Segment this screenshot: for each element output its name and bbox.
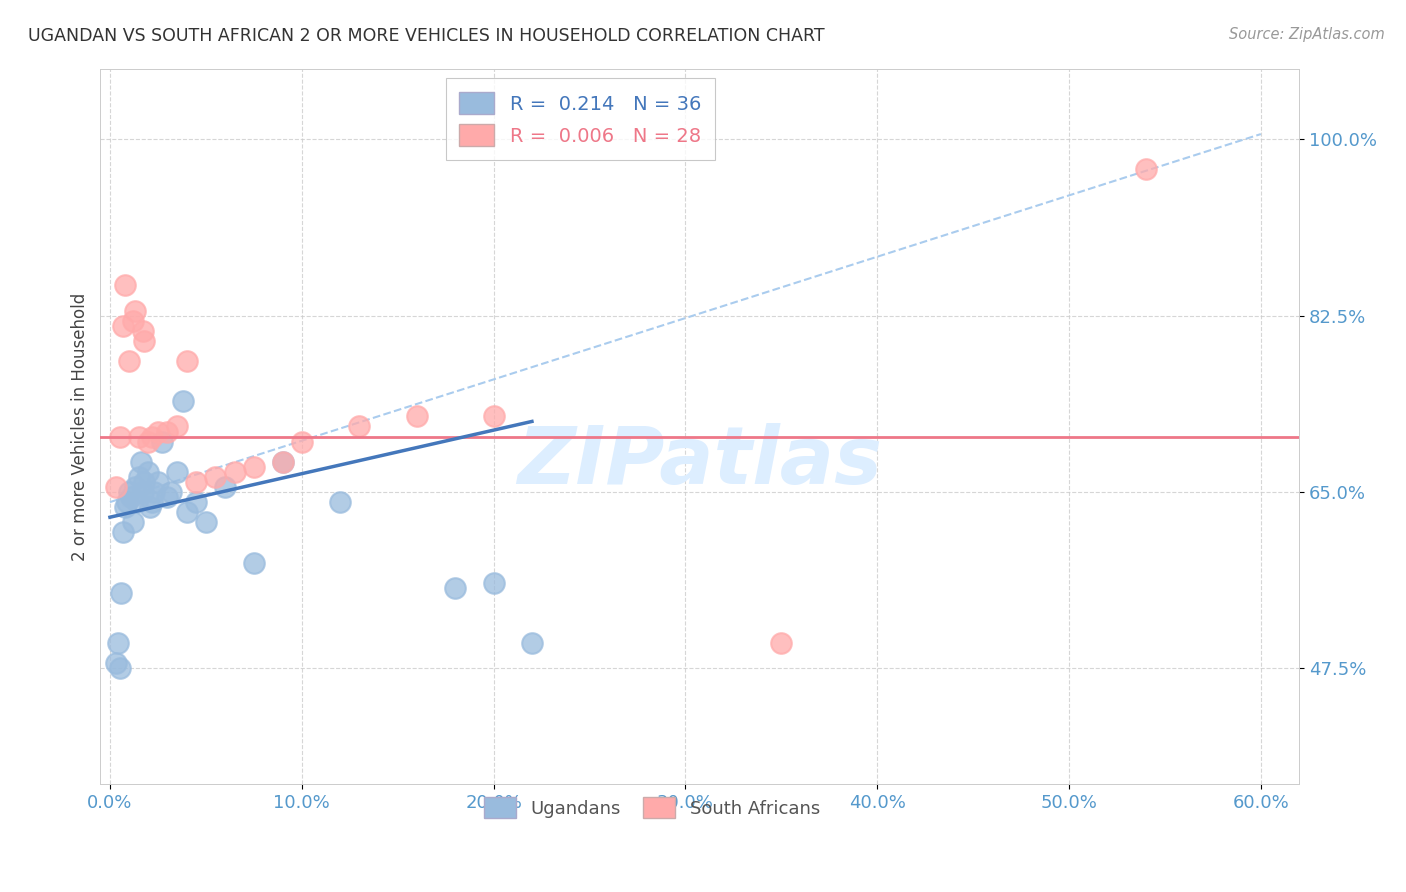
Point: [172, 394, 194, 409]
Point: [186, 495, 208, 509]
Point: [120, 490, 142, 504]
Point: [166, 419, 188, 434]
Point: [243, 556, 266, 570]
Point: [118, 354, 141, 368]
Point: [129, 455, 152, 469]
Point: [114, 500, 136, 515]
Point: [134, 475, 156, 489]
Point: [107, 636, 129, 650]
Point: [139, 500, 162, 515]
Point: [136, 465, 159, 479]
Point: [271, 455, 294, 469]
Point: [770, 636, 793, 650]
Point: [146, 425, 169, 439]
Point: [104, 480, 127, 494]
Point: [186, 475, 208, 489]
Y-axis label: 2 or more Vehicles in Household: 2 or more Vehicles in Household: [72, 293, 89, 560]
Point: [271, 455, 294, 469]
Point: [146, 475, 169, 489]
Point: [124, 480, 146, 494]
Point: [482, 409, 505, 424]
Point: [134, 334, 156, 348]
Point: [114, 278, 136, 293]
Point: [143, 485, 166, 500]
Point: [329, 495, 352, 509]
Text: Source: ZipAtlas.com: Source: ZipAtlas.com: [1229, 27, 1385, 42]
Point: [112, 525, 135, 540]
Point: [141, 495, 163, 509]
Point: [110, 586, 132, 600]
Point: [141, 429, 163, 443]
Point: [125, 495, 148, 509]
Point: [291, 434, 314, 449]
Point: [131, 485, 153, 500]
Point: [112, 318, 135, 333]
Point: [194, 515, 217, 529]
Point: [122, 313, 145, 327]
Point: [166, 465, 188, 479]
Point: [131, 324, 153, 338]
Legend: Ugandans, South Africans: Ugandans, South Africans: [477, 790, 827, 825]
Point: [108, 661, 131, 675]
Point: [124, 303, 146, 318]
Point: [108, 429, 131, 443]
Point: [214, 480, 236, 494]
Point: [156, 425, 179, 439]
Point: [150, 434, 173, 449]
Point: [1135, 162, 1157, 177]
Point: [482, 575, 505, 590]
Point: [243, 459, 266, 474]
Point: [160, 485, 183, 500]
Text: ZIPatlas: ZIPatlas: [517, 424, 883, 501]
Point: [118, 485, 141, 500]
Point: [136, 434, 159, 449]
Point: [104, 657, 127, 671]
Point: [128, 470, 150, 484]
Point: [444, 581, 467, 595]
Text: UGANDAN VS SOUTH AFRICAN 2 OR MORE VEHICLES IN HOUSEHOLD CORRELATION CHART: UGANDAN VS SOUTH AFRICAN 2 OR MORE VEHIC…: [28, 27, 825, 45]
Point: [122, 515, 145, 529]
Point: [176, 354, 198, 368]
Point: [156, 490, 179, 504]
Point: [405, 409, 427, 424]
Point: [204, 470, 226, 484]
Point: [128, 429, 150, 443]
Point: [115, 495, 138, 509]
Point: [349, 419, 371, 434]
Point: [224, 465, 246, 479]
Point: [520, 636, 543, 650]
Point: [176, 505, 198, 519]
